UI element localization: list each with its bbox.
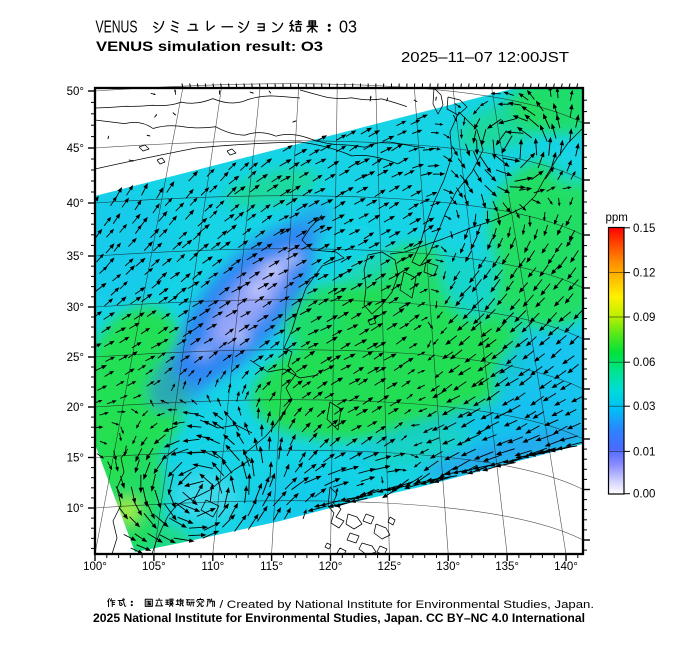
svg-text:30°: 30° bbox=[67, 302, 84, 314]
svg-text:/ Created by National Institut: / Created by National Institute for Envi… bbox=[220, 599, 595, 611]
svg-text:0.09: 0.09 bbox=[633, 312, 655, 324]
svg-text:135°: 135° bbox=[495, 561, 519, 573]
svg-text:115°: 115° bbox=[260, 561, 283, 573]
svg-text:110°: 110° bbox=[201, 561, 224, 573]
svg-text:2025–11–07 12:00JST: 2025–11–07 12:00JST bbox=[401, 50, 569, 66]
svg-text:2025 National Institute for En: 2025 National Institute for Environmenta… bbox=[93, 613, 585, 625]
svg-text:125°: 125° bbox=[378, 561, 402, 573]
svg-text:ppm: ppm bbox=[606, 212, 628, 224]
svg-text:100°: 100° bbox=[83, 561, 107, 573]
svg-text:0.03: 0.03 bbox=[633, 401, 655, 413]
svg-text:105°: 105° bbox=[142, 561, 166, 573]
svg-text:0.15: 0.15 bbox=[633, 223, 655, 235]
svg-text:0.06: 0.06 bbox=[633, 357, 655, 369]
svg-text:10°: 10° bbox=[67, 503, 84, 515]
svg-text:40°: 40° bbox=[67, 198, 84, 210]
svg-text:0.00: 0.00 bbox=[633, 489, 655, 501]
svg-text:140°: 140° bbox=[554, 561, 578, 573]
svg-text:03: 03 bbox=[339, 17, 357, 37]
svg-text:VENUS: VENUS bbox=[96, 17, 138, 37]
svg-text:120°: 120° bbox=[319, 561, 343, 573]
svg-text:50°: 50° bbox=[67, 86, 84, 98]
svg-text:VENUS simulation result: O3: VENUS simulation result: O3 bbox=[96, 39, 323, 54]
svg-text:20°: 20° bbox=[67, 402, 84, 414]
svg-text:0.12: 0.12 bbox=[633, 268, 655, 280]
svg-text:130°: 130° bbox=[436, 561, 460, 573]
svg-text:45°: 45° bbox=[67, 143, 84, 155]
svg-text:0.01: 0.01 bbox=[633, 446, 655, 458]
svg-text:15°: 15° bbox=[67, 453, 84, 465]
svg-text:25°: 25° bbox=[67, 352, 84, 364]
svg-text:35°: 35° bbox=[67, 251, 84, 263]
